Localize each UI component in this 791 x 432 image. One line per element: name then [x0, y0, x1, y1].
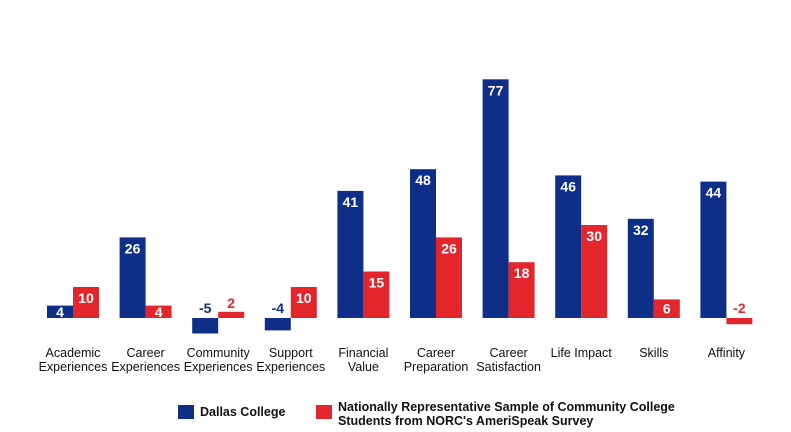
bar-dallas-9 — [700, 181, 727, 318]
value-label-national-9: -2 — [733, 300, 746, 316]
category-label-2-line-0: Community — [187, 346, 251, 360]
bar-dallas-8 — [627, 218, 654, 318]
value-label-national-1: 4 — [155, 304, 163, 320]
bar-national-2 — [218, 311, 245, 318]
category-label-5-line-1: Preparation — [404, 360, 469, 374]
legend-swatch-national — [316, 405, 332, 419]
bar-dallas-2 — [192, 318, 219, 334]
value-label-national-8: 6 — [663, 301, 671, 317]
value-label-national-7: 30 — [586, 228, 602, 244]
value-label-dallas-6: 77 — [488, 82, 504, 98]
legend-swatch-dallas — [178, 405, 194, 419]
category-label-7-line-0: Life Impact — [551, 346, 613, 360]
legend-label-national-line-0: Nationally Representative Sample of Comm… — [338, 400, 675, 414]
bar-national-9 — [726, 318, 753, 325]
bar-layer — [47, 79, 753, 334]
bar-dallas-7 — [555, 175, 582, 318]
value-label-layer: 4 10 26 4 -5 2 -4 10 41 15 48 26 77 18 46 30 32 6 44 -2 — [56, 82, 746, 319]
value-label-dallas-3: -4 — [272, 300, 285, 316]
value-label-dallas-7: 46 — [560, 178, 576, 194]
bar-dallas-3 — [264, 318, 291, 331]
value-label-dallas-0: 4 — [56, 304, 64, 320]
legend: Dallas College Nationally Representative … — [178, 400, 675, 428]
bar-national-3 — [290, 287, 317, 318]
bar-dallas-0 — [47, 305, 73, 318]
bar-dallas-6 — [482, 79, 509, 318]
bar-dallas-4 — [337, 190, 364, 318]
bar-national-0 — [73, 287, 99, 318]
category-label-2-line-1: Experiences — [184, 360, 253, 374]
value-label-national-6: 18 — [514, 265, 530, 281]
category-label-1-line-1: Experiences — [111, 360, 180, 374]
value-label-national-4: 15 — [369, 275, 385, 291]
category-label-1-line-0: Career — [126, 346, 164, 360]
bar-national-1 — [145, 305, 172, 318]
bar-national-7 — [581, 225, 608, 318]
category-label-8-line-0: Skills — [639, 346, 668, 360]
value-label-dallas-8: 32 — [633, 222, 649, 238]
category-label-5-line-0: Career — [417, 346, 455, 360]
value-label-national-0: 10 — [78, 290, 94, 306]
bar-national-6 — [508, 262, 535, 318]
category-label-6-line-0: Career — [489, 346, 527, 360]
value-label-national-5: 26 — [441, 240, 457, 256]
bar-dallas-5 — [410, 169, 436, 318]
value-label-national-2: 2 — [227, 295, 235, 311]
legend-label-national-line-1: Students from NORC's AmeriSpeak Survey — [338, 414, 593, 428]
value-label-dallas-2: -5 — [199, 300, 212, 316]
bar-dallas-1 — [119, 237, 146, 318]
category-label-6-line-1: Satisfaction — [476, 360, 541, 374]
legend-label-dallas-line-0: Dallas College — [200, 405, 285, 419]
value-label-dallas-1: 26 — [125, 240, 141, 256]
value-label-national-3: 10 — [296, 290, 312, 306]
bar-national-5 — [436, 237, 462, 318]
category-label-3-line-0: Support — [269, 346, 313, 360]
category-label-layer: AcademicExperiencesCareerExperiencesComm… — [39, 346, 746, 374]
value-label-dallas-9: 44 — [706, 185, 722, 201]
category-label-4-line-0: Financial — [338, 346, 388, 360]
category-label-9-line-0: Affinity — [708, 346, 746, 360]
value-label-dallas-5: 48 — [415, 172, 431, 188]
category-label-3-line-1: Experiences — [256, 360, 325, 374]
category-label-4-line-1: Value — [348, 360, 379, 374]
value-label-dallas-4: 41 — [343, 194, 359, 210]
category-label-0-line-1: Experiences — [39, 360, 108, 374]
bar-national-4 — [363, 271, 390, 318]
bar-national-8 — [653, 299, 680, 318]
category-label-0-line-0: Academic — [46, 346, 101, 360]
